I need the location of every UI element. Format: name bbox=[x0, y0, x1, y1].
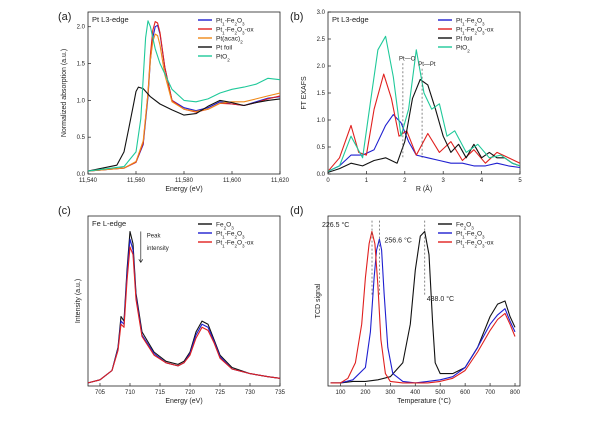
x-axis-label: Energy (eV) bbox=[165, 398, 202, 405]
legend-entry: Pt1-Fe2O3-ox bbox=[456, 240, 494, 249]
x-tick-label: 705 bbox=[95, 390, 106, 396]
series-line-0 bbox=[330, 230, 516, 384]
legend-entry: Fe2O3 bbox=[456, 222, 474, 231]
y-axis-label: FT EXAFS bbox=[301, 76, 308, 110]
x-tick-label: 4 bbox=[480, 178, 484, 184]
annotation-peak-temp: 226.5 °C bbox=[322, 221, 349, 229]
annotation-peak: Peak bbox=[147, 234, 162, 240]
panel-title: Pt L3-edge bbox=[332, 15, 369, 24]
legend-entry: Pt1-Fe2O3-ox bbox=[456, 27, 494, 36]
y-tick-label: 2.0 bbox=[317, 64, 326, 70]
legend-entry: PtO2 bbox=[216, 54, 230, 63]
legend-entry: Pt1-Fe2O3 bbox=[456, 18, 485, 27]
series-line-0 bbox=[88, 230, 280, 384]
legend-entry: Pt1-Fe2O3 bbox=[456, 231, 485, 240]
series-line-3 bbox=[88, 86, 280, 172]
x-tick-label: 0 bbox=[326, 178, 330, 184]
panel-d: (d) 100 200 300 400 500 600 700 800 Temperature (… bbox=[290, 205, 521, 405]
plot-frame bbox=[87, 215, 281, 387]
y-axis-label: Intensity (a.u.) bbox=[75, 279, 82, 323]
annotation-pt-pt: Pt—Pt bbox=[418, 62, 436, 68]
x-tick-label: 11,620 bbox=[271, 178, 290, 184]
y-tick-label: 0.0 bbox=[317, 172, 326, 178]
panel-label: (d) bbox=[290, 205, 303, 217]
panel-c: (c) Fe L-edge 705 710 715 720 725 730 735 Energy … bbox=[58, 205, 286, 405]
series-line-0 bbox=[88, 24, 280, 172]
series-line-2 bbox=[328, 78, 520, 173]
legend-entry: PtO2 bbox=[456, 45, 470, 54]
panel-label: (a) bbox=[58, 11, 71, 23]
x-tick-label: 500 bbox=[435, 390, 446, 396]
y-tick-label: 0.5 bbox=[317, 145, 326, 151]
x-axis-label: R (Å) bbox=[416, 184, 432, 193]
x-tick-label: 11,580 bbox=[175, 178, 194, 184]
legend-entry: Pt(acac)2 bbox=[216, 36, 243, 45]
legend-entry: Pt foil bbox=[456, 36, 473, 43]
y-axis-label: TCD signal bbox=[315, 283, 322, 318]
x-axis-label: Energy (eV) bbox=[165, 186, 202, 193]
x-tick-label: 11,600 bbox=[223, 178, 242, 184]
y-tick-label: 2.5 bbox=[317, 37, 326, 43]
series-line-0 bbox=[328, 114, 520, 172]
x-tick-label: 710 bbox=[125, 390, 136, 396]
panel-title: Pt L3-edge bbox=[92, 15, 129, 24]
x-tick-label: 600 bbox=[460, 390, 471, 396]
panel-label: (c) bbox=[58, 205, 71, 217]
x-tick-label: 735 bbox=[275, 390, 286, 396]
x-tick-label: 200 bbox=[360, 390, 371, 396]
x-tick-label: 700 bbox=[485, 390, 496, 396]
series-line-2 bbox=[330, 230, 516, 384]
y-tick-label: 1.5 bbox=[77, 62, 86, 68]
y-tick-label: 2.0 bbox=[77, 25, 86, 31]
series-line-2 bbox=[88, 246, 280, 384]
x-tick-label: 100 bbox=[335, 390, 346, 396]
y-tick-label: 0.0 bbox=[77, 172, 86, 178]
series-line-4 bbox=[88, 20, 280, 172]
peak-arrow-head bbox=[138, 259, 144, 263]
legend-entry: Pt1-Fe2O3-ox bbox=[216, 27, 254, 36]
annotation-peak-temp: 256.6 °C bbox=[385, 236, 412, 244]
legend-entry: Pt foil bbox=[216, 45, 233, 52]
x-tick-label: 300 bbox=[385, 390, 396, 396]
panel-label: (b) bbox=[290, 11, 303, 23]
x-tick-label: 715 bbox=[155, 390, 166, 396]
panel-b: (b) Pt L3-edge 0 1 2 3 4 5 0.0 0.5 1.0 1.5 2.0 2.5 3.0… bbox=[290, 10, 522, 193]
y-tick-label: 3.0 bbox=[317, 10, 326, 16]
plot-frame bbox=[87, 11, 281, 175]
x-tick-label: 1 bbox=[365, 178, 369, 184]
x-tick-label: 800 bbox=[510, 390, 521, 396]
legend-entry: Pt1-Fe2O3 bbox=[216, 231, 245, 240]
panel-a: (a) Pt L3-edge 11,540 11,560 11,580 11,600 11,… bbox=[58, 11, 290, 193]
x-tick-label: 400 bbox=[410, 390, 421, 396]
annotation-pt-o: Pt—O bbox=[399, 57, 416, 63]
x-tick-label: 730 bbox=[245, 390, 256, 396]
annotation-peak-temp: 438.0 °C bbox=[427, 295, 454, 303]
panel-title: Fe L-edge bbox=[92, 219, 126, 228]
x-tick-label: 2 bbox=[403, 178, 407, 184]
annotation-intensity: intensity bbox=[147, 246, 169, 252]
x-tick-label: 725 bbox=[215, 390, 226, 396]
y-tick-label: 0.5 bbox=[77, 135, 86, 141]
x-tick-label: 5 bbox=[518, 178, 522, 184]
x-axis-label: Temperature (°C) bbox=[397, 397, 451, 405]
series-line-3 bbox=[328, 35, 520, 172]
y-tick-label: 1.5 bbox=[317, 91, 326, 97]
legend-entry: Fe2O3 bbox=[216, 222, 234, 231]
y-axis-label: Normalized absorption (a.u.) bbox=[61, 49, 68, 137]
x-tick-label: 11,540 bbox=[79, 178, 98, 184]
series-line-2 bbox=[88, 33, 280, 172]
y-tick-label: 1.0 bbox=[77, 98, 86, 104]
plot-frame bbox=[327, 215, 521, 387]
series-line-1 bbox=[330, 238, 516, 384]
legend-entry: Pt1-Fe2O3-ox bbox=[216, 240, 254, 249]
x-tick-label: 3 bbox=[442, 178, 446, 184]
legend-entry: Pt1-Fe2O3 bbox=[216, 18, 245, 27]
x-tick-label: 11,560 bbox=[127, 178, 146, 184]
series-line-1 bbox=[88, 21, 280, 172]
y-tick-label: 1.0 bbox=[317, 118, 326, 124]
x-tick-label: 720 bbox=[185, 390, 196, 396]
